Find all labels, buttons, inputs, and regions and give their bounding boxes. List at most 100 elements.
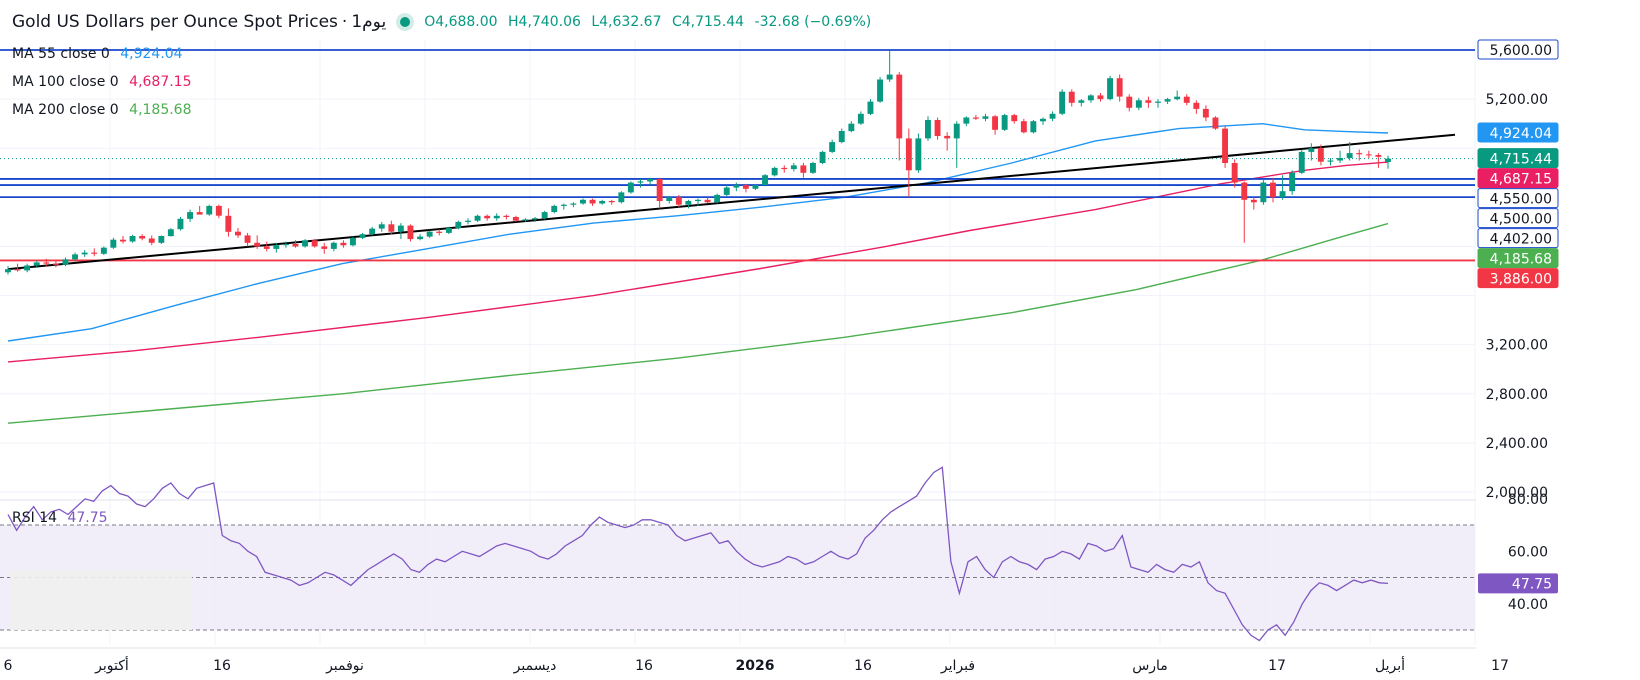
candle-body-59 (570, 203, 577, 205)
candle-body-37 (359, 234, 366, 238)
ma100-legend[interactable]: MA 100 close 0 4,687.15 (12, 74, 192, 90)
candle-body-99 (953, 123, 960, 139)
ma100-label: MA 100 close 0 (12, 74, 119, 90)
candle-body-140 (1346, 153, 1353, 158)
horizontal-levels (0, 49, 1475, 262)
candle-body-108 (1040, 118, 1046, 122)
candle-body-48 (465, 220, 471, 222)
price-label-text-8: 3,886.00 (1490, 272, 1552, 288)
price-label-text-1: 4,924.04 (1490, 126, 1552, 142)
candle-body-96 (925, 120, 931, 139)
x-label-0: 6 (4, 658, 13, 674)
candle-body-144 (1385, 158, 1391, 162)
candle-body-60 (580, 199, 586, 204)
candle-body-15 (148, 238, 155, 243)
candle-body-134 (1289, 172, 1296, 192)
candle-body-22 (215, 205, 222, 216)
candle-body-87 (838, 131, 845, 143)
candle-body-118 (1135, 100, 1142, 108)
price-label-8 (1477, 268, 1559, 289)
candle-body-20 (196, 212, 203, 215)
candle-body-63 (608, 201, 615, 203)
rsi-tick-2: 40.00 (1508, 597, 1548, 613)
candle-body-86 (829, 142, 836, 152)
ma-line-0 (7, 122, 1389, 342)
candle-body-8 (81, 252, 88, 255)
candle-body-129 (1241, 182, 1248, 200)
candle-body-79 (762, 175, 768, 185)
candle-body-23 (225, 215, 232, 232)
candle-body-89 (857, 113, 864, 124)
interval-label[interactable]: 1يوم (351, 12, 387, 32)
ma100-value: 4,687.15 (129, 74, 192, 90)
ma55-legend[interactable]: MA 55 close 0 4,924.04 (12, 46, 183, 62)
candle-body-94 (905, 138, 912, 171)
candle-body-19 (187, 212, 193, 219)
candle-body-28 (273, 245, 280, 249)
candle-body-11 (110, 239, 117, 248)
candle-body-4 (43, 262, 50, 264)
candle-body-124 (1193, 102, 1200, 109)
trendline-group (7, 133, 1456, 271)
candle-body-101 (972, 117, 979, 119)
candle-body-90 (867, 101, 874, 114)
candle-body-81 (781, 167, 788, 170)
time-axis[interactable]: 6 أكتوبر 16 نوفمبر ديسمبر 16 2026 16 فبراير مارس 1… (0, 647, 1509, 674)
candle-body-113 (1087, 95, 1094, 101)
x-label-8: فبراير (940, 658, 975, 674)
price-axis[interactable]: 5,200.00 3,200.00 2,800.00 2,400.00 2,000.00… (1476, 0, 1640, 680)
rsi-label: RSI 14 (12, 510, 58, 526)
candle-body-123 (1183, 96, 1190, 103)
price-label-text-4: 4,550.00 (1490, 192, 1552, 208)
x-label-11: أبريل (1375, 656, 1405, 674)
candle-body-58 (560, 204, 567, 206)
candle-body-31 (302, 240, 308, 247)
candle-body-12 (120, 239, 126, 242)
candle-body-35 (340, 242, 347, 246)
candle-body-41 (397, 225, 404, 232)
chart-title[interactable]: Gold US Dollars per Ounce Spot Prices (12, 12, 338, 32)
candles (5, 50, 1391, 275)
candle-body-13 (129, 236, 136, 242)
price-label-3 (1477, 168, 1559, 189)
candle-body-26 (254, 242, 261, 247)
candle-body-62 (599, 201, 606, 204)
y-tick-4: 2,000.00 (1486, 485, 1548, 501)
price-label-0 (1477, 39, 1559, 60)
price-label-text-2: 4,715.44 (1490, 152, 1552, 168)
price-axis-bg (1476, 0, 1640, 680)
x-label-10: 17 (1268, 658, 1286, 674)
candle-body-21 (206, 205, 213, 215)
y-tick-1: 3,200.00 (1486, 338, 1548, 354)
open-value: O4,688.00 (424, 14, 498, 30)
rsi-legend[interactable]: RSI 14 47.75 (12, 510, 108, 526)
candle-body-115 (1107, 78, 1113, 100)
price-label-6 (1477, 228, 1559, 249)
candle-body-74 (714, 194, 721, 203)
candle-body-109 (1049, 113, 1056, 119)
candle-body-72 (695, 199, 701, 201)
ma200-legend[interactable]: MA 200 close 0 4,185.68 (12, 102, 192, 118)
candle-body-55 (532, 218, 538, 220)
candle-body-70 (675, 197, 682, 205)
candle-body-95 (915, 138, 922, 171)
candle-body-46 (445, 228, 452, 233)
rsi-tick-1: 60.00 (1508, 544, 1548, 560)
candle-body-105 (1011, 115, 1018, 122)
candle-body-39 (378, 224, 385, 229)
candle-body-2 (24, 265, 31, 271)
candle-body-83 (800, 165, 807, 173)
candle-body-10 (100, 247, 107, 254)
candle-body-88 (848, 123, 855, 132)
candle-body-5 (52, 263, 59, 265)
ohlc-values: O4,688.00 H4,740.06 L4,632.67 C4,715.44 … (424, 14, 877, 30)
candle-body-40 (388, 224, 395, 232)
candle-body-77 (742, 185, 749, 189)
candle-body-119 (1145, 100, 1152, 103)
candle-body-100 (963, 117, 970, 124)
x-label-6: 2026 (736, 658, 775, 674)
candle-body-1 (14, 269, 21, 271)
candle-body-114 (1097, 95, 1104, 100)
candle-body-117 (1126, 96, 1133, 108)
